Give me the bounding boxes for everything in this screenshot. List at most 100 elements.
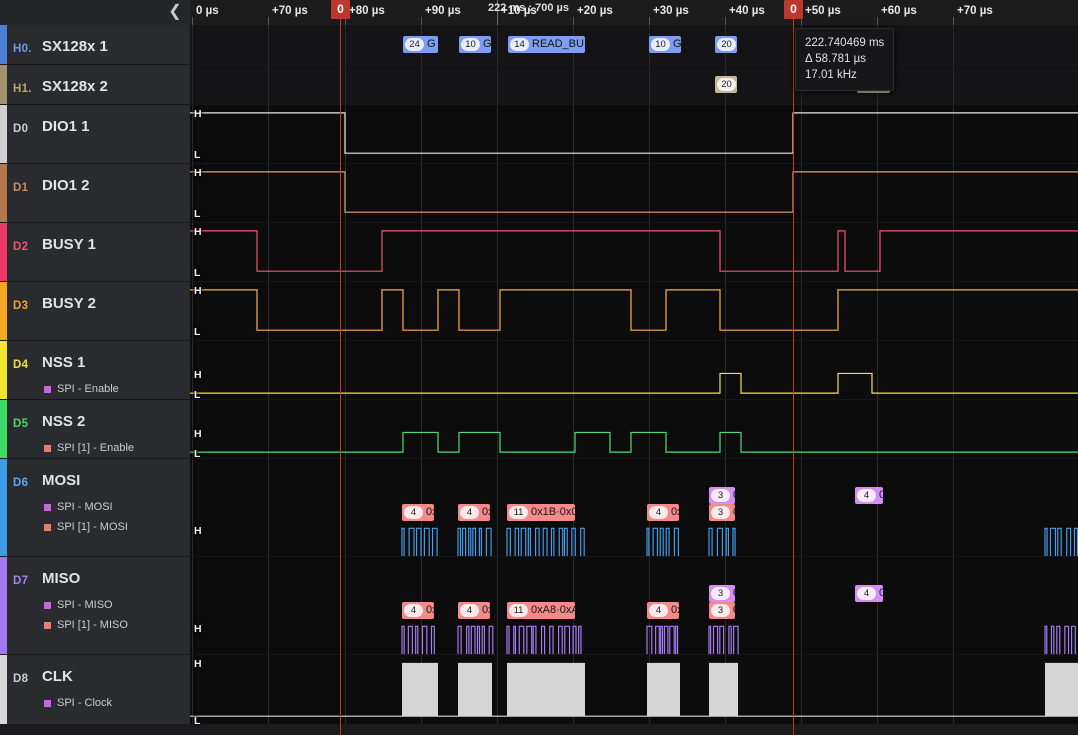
ruler-label-gutter: ❮ <box>0 0 190 25</box>
tick-label: +70 µs <box>957 5 993 17</box>
grid-line <box>801 105 802 163</box>
clock-burst <box>709 662 738 717</box>
protocol-badge[interactable]: 14 READ_BU <box>508 36 585 53</box>
protocol-badge[interactable]: 30 <box>709 602 735 619</box>
channel-label-pane[interactable]: D2 BUSY 1 <box>0 223 190 282</box>
channel-label-pane[interactable]: D7 MISO SPI - MISO SPI [1] - MISO <box>0 557 190 655</box>
protocol-badge[interactable]: 30 <box>709 504 735 521</box>
badge-text: 0x <box>671 506 679 518</box>
protocol-badge[interactable]: 20 <box>715 36 737 53</box>
protocol-badge[interactable]: 30 <box>709 585 735 602</box>
channel-track[interactable]: HL40x40x110xA8·0xA40x303040x <box>190 557 1078 655</box>
protocol-badge[interactable]: 10 G <box>649 36 681 53</box>
grid-line <box>649 341 650 399</box>
channel-label-pane[interactable]: D0 DIO1 1 <box>0 105 190 164</box>
channel-accent-bar <box>0 25 7 64</box>
protocol-badge[interactable]: 30 <box>709 487 735 504</box>
grid-line <box>497 25 498 64</box>
cursor-0-left-flag[interactable]: 0 <box>331 0 350 19</box>
analyzer-row[interactable]: SPI - MISO <box>44 599 113 611</box>
protocol-badge[interactable]: 40x <box>855 487 883 504</box>
channel-id: D3 <box>13 300 29 312</box>
badge-count: 24 <box>405 38 424 51</box>
grid-line <box>877 400 878 458</box>
protocol-badge[interactable]: 40x <box>647 602 679 619</box>
channel-row[interactable]: D4 NSS 1 SPI - Enable H L <box>0 341 1078 400</box>
analyzer-label: SPI [1] - Enable <box>57 442 135 454</box>
channel-label-pane[interactable]: D5 NSS 2 SPI [1] - Enable <box>0 400 190 459</box>
tick-line <box>877 17 878 25</box>
protocol-badge[interactable]: 40x <box>855 585 883 602</box>
analyzer-label: SPI - Clock <box>57 697 113 709</box>
analyzer-row[interactable]: SPI - MOSI <box>44 501 113 513</box>
analyzer-row[interactable]: SPI - Clock <box>44 697 112 709</box>
tick-label: +60 µs <box>881 5 917 17</box>
protocol-badge[interactable]: 20 <box>715 76 737 93</box>
protocol-badge[interactable]: 40x <box>402 602 434 619</box>
protocol-badge[interactable]: 11 0x1B·0x0 <box>507 504 575 521</box>
analyzer-color-swatch <box>44 385 51 393</box>
channel-row[interactable]: D8 CLK SPI - Clock H L <box>0 655 1078 729</box>
grid-line <box>953 400 954 458</box>
analyzer-row[interactable]: SPI [1] - MOSI <box>44 521 128 533</box>
badge-text: G <box>673 38 681 50</box>
level-label: L <box>194 448 201 459</box>
badge-text: 0x <box>426 604 434 616</box>
grid-line <box>421 400 422 458</box>
analyzer-row[interactable]: SPI [1] - Enable <box>44 442 134 454</box>
analyzer-row[interactable]: SPI [1] - MISO <box>44 619 128 631</box>
channel-name: SX128x 2 <box>42 78 108 95</box>
badge-text: 0 <box>733 489 735 501</box>
protocol-badge[interactable]: 11 0xA8·0xA <box>507 602 575 619</box>
channel-label-pane[interactable]: D3 BUSY 2 <box>0 282 190 341</box>
tick-label: 0 µs <box>196 5 219 17</box>
protocol-badge[interactable]: 40x <box>402 504 434 521</box>
level-label: L <box>194 208 201 220</box>
channel-id: D5 <box>13 418 29 430</box>
channel-label-pane[interactable]: H0. SX128x 1 <box>0 25 190 65</box>
cursor-0-right-flag[interactable]: 0 <box>784 0 803 19</box>
chevron-left-icon[interactable]: ❮ <box>168 3 182 20</box>
channel-label-pane[interactable]: D1 DIO1 2 <box>0 164 190 223</box>
badge-text: 0xA8·0xA <box>531 604 575 616</box>
channel-row[interactable]: D5 NSS 2 SPI [1] - Enable H L <box>0 400 1078 459</box>
badge-count: 4 <box>649 506 668 519</box>
channel-label-pane[interactable]: H1. SX128x 2 <box>0 65 190 105</box>
channel-track[interactable]: HL40x40x110x1B·0x040x303040x <box>190 459 1078 557</box>
channel-name: DIO1 2 <box>42 177 90 194</box>
grid-line <box>573 282 574 340</box>
channel-row[interactable]: H1. SX128x 2 2024G <box>0 65 1078 105</box>
tick-line <box>268 17 269 25</box>
timeline-ruler[interactable]: ❮ 0 µs +70 µs +80 µs +90 µs +10 µs +20 µs +30 … <box>0 0 1078 26</box>
cursor-0-left[interactable] <box>340 0 341 735</box>
channel-track[interactable]: 24 G 10 G 14 READ_BU 10 G 20 <box>190 25 1078 65</box>
protocol-badge[interactable]: 40x <box>458 504 490 521</box>
tick-line <box>421 17 422 25</box>
analyzer-row[interactable]: SPI - Enable <box>44 383 119 395</box>
protocol-badge[interactable]: 40x <box>458 602 490 619</box>
cursor-0-right[interactable] <box>793 0 794 735</box>
ruler-ticks[interactable]: 0 µs +70 µs +80 µs +90 µs +10 µs +20 µs +30 µs… <box>190 0 1078 25</box>
channel-track[interactable]: 2024G <box>190 65 1078 105</box>
bottom-bar <box>0 724 1078 735</box>
protocol-badge[interactable]: 40x <box>647 504 679 521</box>
channel-label-pane[interactable]: D6 MOSI SPI - MOSI SPI [1] - MOSI <box>0 459 190 557</box>
channel-row[interactable]: H0. SX128x 1 24 G 10 G 14 READ_BU 10 G 20 <box>0 25 1078 65</box>
channel-label-pane[interactable]: D8 CLK SPI - Clock <box>0 655 190 729</box>
channel-label-pane[interactable]: D4 NSS 1 SPI - Enable <box>0 341 190 400</box>
protocol-badge[interactable]: 10 G <box>459 36 491 53</box>
